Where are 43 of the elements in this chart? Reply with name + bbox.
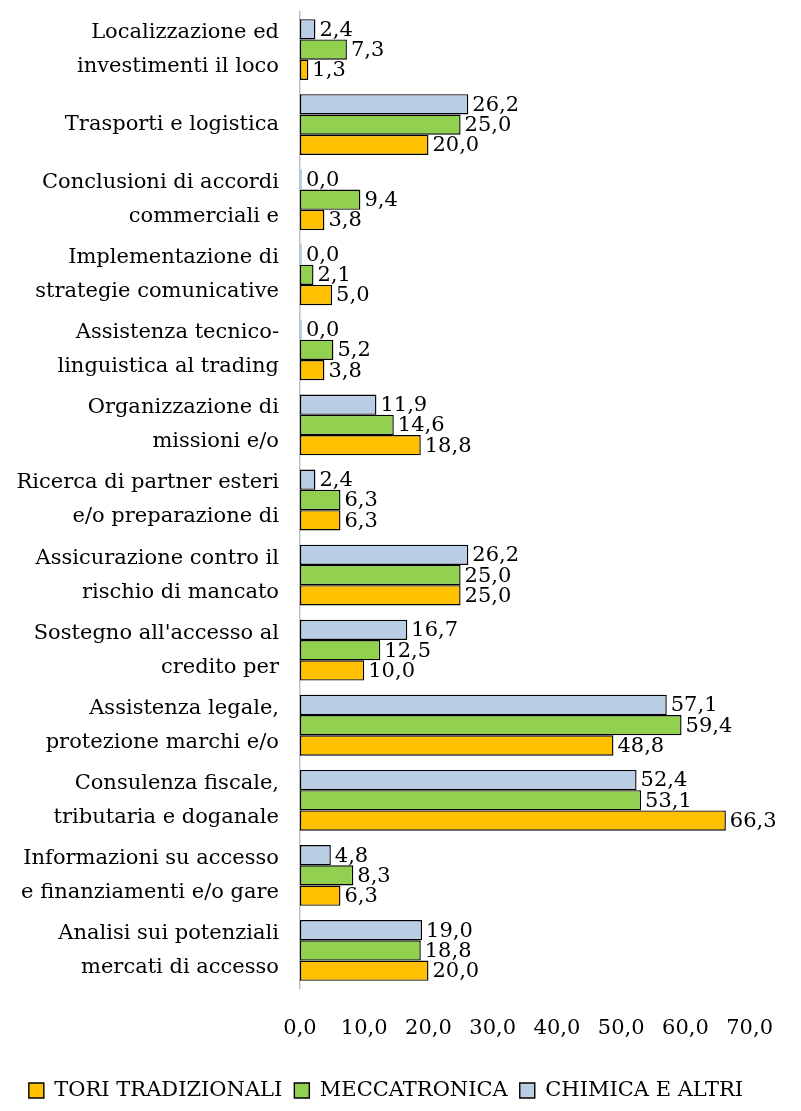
data-label: 57,1 <box>670 692 718 717</box>
x-tick-label: 50,0 <box>597 1015 645 1040</box>
data-label: 0,0 <box>306 317 340 342</box>
x-tick-label: 40,0 <box>533 1015 581 1040</box>
x-tick-label: 60,0 <box>662 1015 709 1040</box>
y-tick-label: Consulenza fiscale, tributaria e doganale <box>53 769 279 828</box>
data-label: 66,3 <box>729 808 777 833</box>
data-label: 0,0 <box>306 241 340 266</box>
data-label: 48,8 <box>617 732 665 757</box>
data-label: 9,4 <box>364 187 398 212</box>
y-tick-label: Sostegno all'accesso al credito per <box>33 619 280 678</box>
data-label: 3,8 <box>328 207 362 232</box>
y-tick-label: Assicurazione contro il rischio di mancato <box>34 544 280 603</box>
legend-label: TORI TRADIZIONALI <box>54 1076 283 1101</box>
data-label: 19,0 <box>426 917 473 942</box>
data-label: 26,2 <box>472 91 520 116</box>
x-tick-label: 20,0 <box>405 1015 452 1040</box>
x-tick-label: 70,0 <box>726 1015 773 1040</box>
legend-label: CHIMICA E ALTRI <box>545 1076 744 1101</box>
data-label: 26,2 <box>472 542 520 567</box>
y-tick-label: Informazioni su accesso e finanziamenti e/o gare <box>21 844 279 903</box>
data-label: 1,3 <box>312 57 346 82</box>
y-tick-label: Assistenza legale, protezione marchi e/o <box>45 694 279 753</box>
y-tick-label: Conclusioni di accordi commerciali e <box>41 169 280 228</box>
data-label: 52,4 <box>640 767 688 792</box>
data-label: 11,9 <box>380 392 428 417</box>
data-label: 2,4 <box>319 16 353 41</box>
y-tick-label: Organizzazione di missioni e/o <box>87 394 280 453</box>
data-label: 0,0 <box>306 166 340 191</box>
y-tick-label: Localizzazione ed investimenti il loco <box>76 18 279 77</box>
y-tick-label: Analisi sui potenziali mercati di accesso <box>57 919 280 978</box>
y-tick-label: Ricerca di partner esteri e/o preparazione di <box>16 469 280 528</box>
x-tick-label: 10,0 <box>340 1015 388 1040</box>
y-tick-label: Assistenza tecnico-linguistica al trading <box>57 319 279 378</box>
y-tick-label: Implementazione di strategie comunicative <box>35 244 280 303</box>
legend-label: MECCATRONICA <box>319 1076 509 1101</box>
data-label: 7,3 <box>350 36 385 61</box>
y-tick-label: Trasporti e logistica <box>64 111 279 136</box>
x-tick-label: 0,0 <box>283 1015 317 1040</box>
data-label: 5,0 <box>336 282 370 307</box>
data-label: 20,0 <box>432 132 480 157</box>
data-label: 5,2 <box>337 337 371 362</box>
x-tick-label: 30,0 <box>469 1015 517 1040</box>
